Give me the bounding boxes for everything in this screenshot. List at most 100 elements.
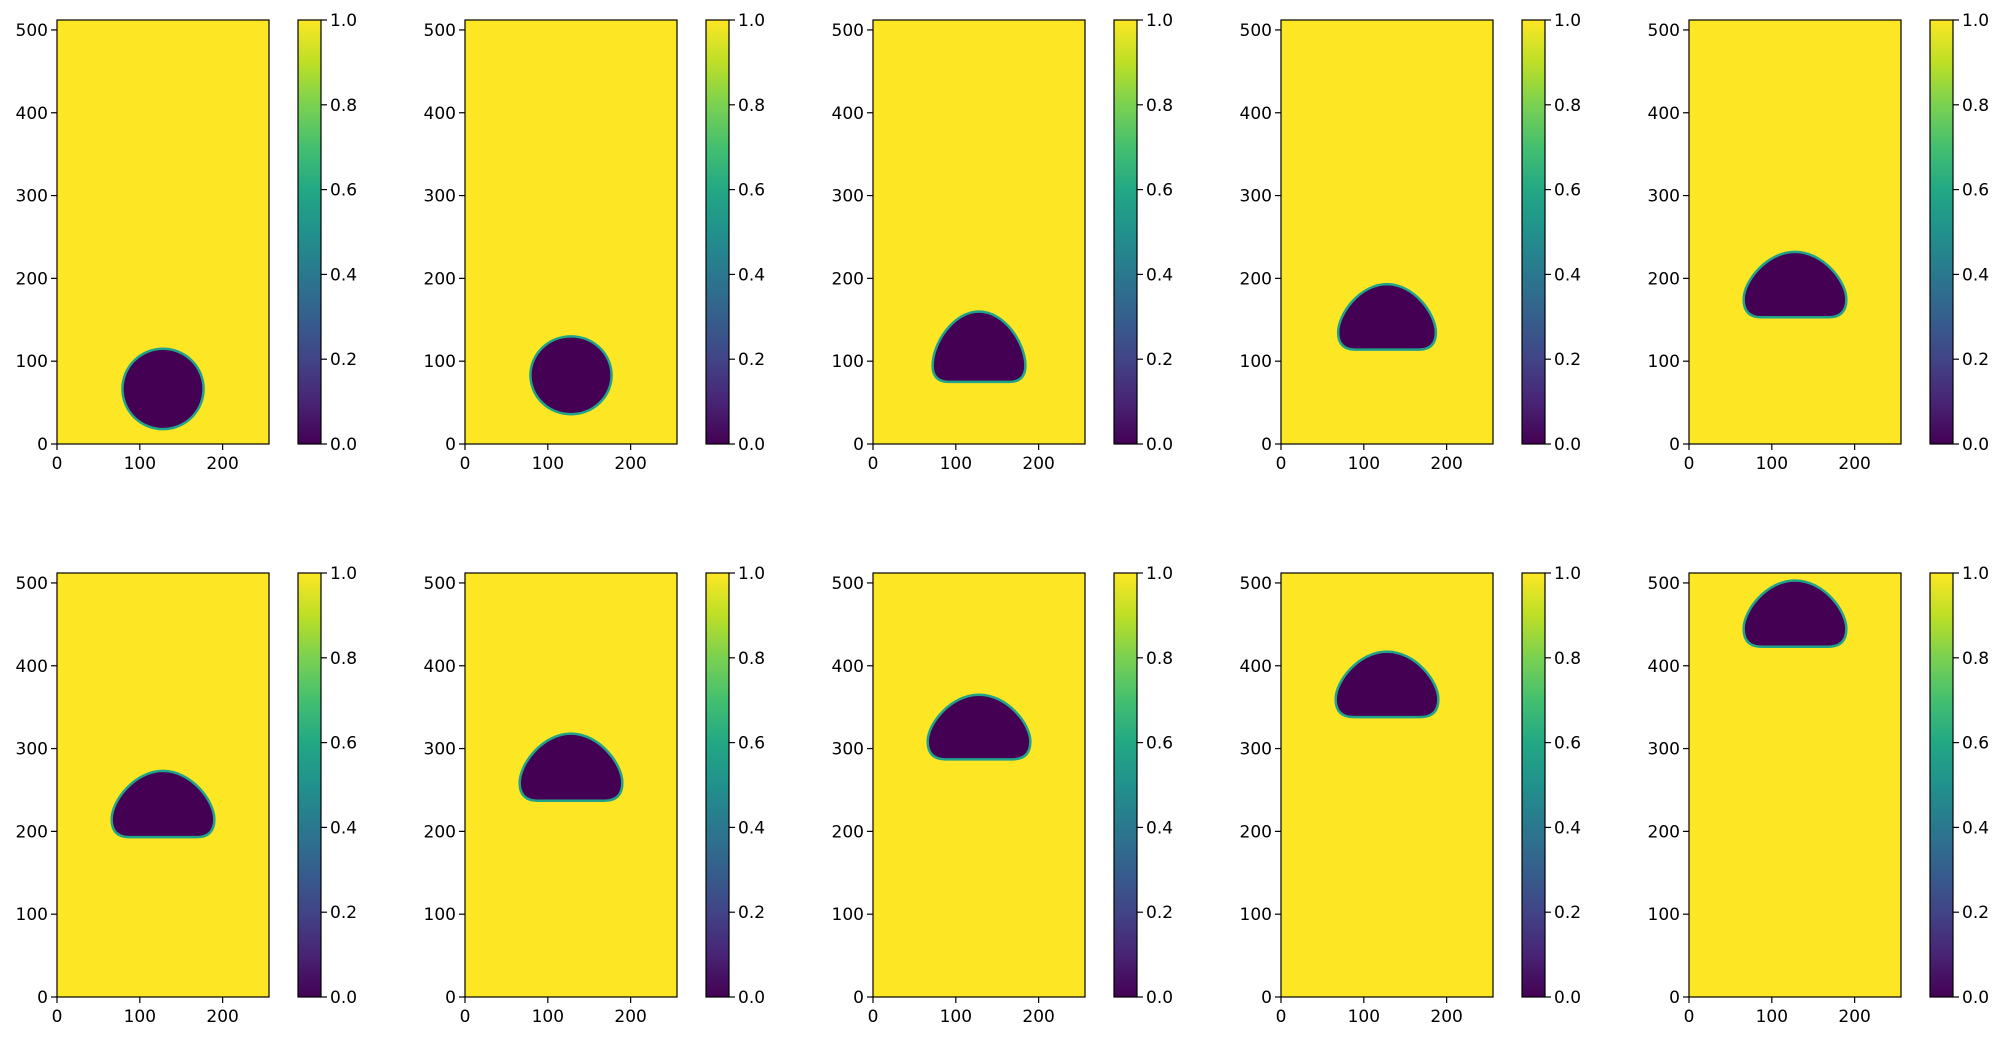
axes-frame [872, 19, 1086, 445]
colorbar-tick-label: 0.8 [738, 649, 765, 669]
colorbar-frame [1929, 572, 1954, 998]
colorbar-tick-label: 0.0 [1962, 988, 1989, 1008]
colorbar [1114, 573, 1137, 997]
y-tick-label: 200 [832, 269, 864, 289]
colorbar-tick-label: 0.4 [1962, 818, 1989, 838]
colorbar-tick-label: 1.0 [330, 11, 357, 31]
y-tick-label: 200 [424, 822, 456, 842]
x-tick-label: 100 [532, 454, 564, 474]
y-tick-label: 500 [16, 574, 48, 594]
colorbar-tick-label: 0.4 [1554, 818, 1581, 838]
axes-frame [1280, 572, 1494, 998]
y-tick-label: 200 [16, 269, 48, 289]
y-tick-label: 0 [853, 435, 864, 455]
x-tick-label: 0 [52, 454, 63, 474]
x-tick-label: 0 [868, 1007, 879, 1027]
colorbar-tick-label: 0.0 [330, 435, 357, 455]
y-tick-label: 0 [853, 988, 864, 1008]
colorbar-tick-label: 1.0 [1146, 11, 1173, 31]
y-tick-label: 0 [445, 435, 456, 455]
y-tick-label: 200 [424, 269, 456, 289]
subplot-9: 0 100 200 300 400 500 0 100 200 0.0 0.2 0.4 0.6 0.8 1.… [1240, 564, 1582, 1027]
subplot-3: 0 100 200 300 400 500 0 100 200 0.0 0.2 0.4 0.6 0.8 1.… [832, 11, 1174, 474]
axes-frame [464, 572, 678, 998]
x-tick-label: 100 [1756, 454, 1788, 474]
colorbar-tick-label: 0.2 [738, 903, 765, 923]
x-tick-label: 200 [206, 1007, 238, 1027]
colorbar-tick-label: 0.2 [1146, 903, 1173, 923]
bubble [1742, 250, 1848, 319]
y-tick-label: 0 [1261, 435, 1272, 455]
x-tick-label: 100 [1348, 1007, 1380, 1027]
y-tick-label: 500 [832, 574, 864, 594]
colorbar-tick-label: 0.8 [330, 96, 357, 116]
colorbar-frame [1521, 19, 1546, 445]
y-tick-label: 400 [1240, 104, 1272, 124]
y-tick-label: 400 [1648, 657, 1680, 677]
colorbar-tick-label: 0.6 [330, 734, 357, 754]
y-tick-label: 300 [1240, 187, 1272, 207]
axes-frame [1688, 19, 1902, 445]
y-tick-label: 400 [1648, 104, 1680, 124]
x-tick-label: 100 [940, 1007, 972, 1027]
y-tick-label: 100 [424, 352, 456, 372]
colorbar-tick-label: 0.8 [1146, 96, 1173, 116]
colorbar-tick-label: 0.8 [1962, 649, 1989, 669]
x-tick-label: 0 [52, 1007, 63, 1027]
axes-frame [1688, 572, 1902, 998]
y-tick-label: 500 [1648, 574, 1680, 594]
y-tick-label: 400 [832, 104, 864, 124]
y-tick-label: 300 [1648, 187, 1680, 207]
y-tick-label: 300 [1648, 740, 1680, 760]
colorbar-tick-label: 0.6 [1554, 181, 1581, 201]
x-tick-label: 100 [1348, 454, 1380, 474]
bubble [1334, 650, 1440, 719]
colorbar-tick-label: 0.8 [1554, 96, 1581, 116]
colorbar-tick-label: 1.0 [738, 564, 765, 584]
x-tick-label: 200 [1838, 1007, 1870, 1027]
y-tick-label: 0 [1669, 435, 1680, 455]
subplot-4: 0 100 200 300 400 500 0 100 200 0.0 0.2 0.4 0.6 0.8 1.… [1240, 11, 1582, 474]
colorbar-tick-label: 1.0 [1962, 564, 1989, 584]
y-tick-label: 400 [16, 104, 48, 124]
subplot-2: 0 100 200 300 400 500 0 100 200 0.0 0.2 0.4 0.6 0.8 1.… [424, 11, 766, 474]
colorbar-frame [297, 572, 322, 998]
colorbar-tick-label: 1.0 [1962, 11, 1989, 31]
y-tick-label: 100 [832, 905, 864, 925]
colorbar [1522, 573, 1545, 997]
x-tick-label: 100 [940, 454, 972, 474]
colorbar-tick-label: 0.2 [1554, 350, 1581, 370]
colorbar-tick-label: 0.6 [1554, 734, 1581, 754]
x-tick-label: 0 [460, 454, 471, 474]
colorbar-tick-label: 0.6 [1962, 734, 1989, 754]
y-tick-label: 0 [37, 988, 48, 1008]
y-tick-label: 200 [832, 822, 864, 842]
y-tick-label: 400 [424, 657, 456, 677]
y-tick-label: 400 [424, 104, 456, 124]
colorbar-tick-label: 0.6 [1146, 181, 1173, 201]
y-tick-label: 100 [1240, 352, 1272, 372]
bubble [518, 732, 624, 802]
y-tick-label: 300 [16, 740, 48, 760]
colorbar-tick-label: 0.0 [738, 435, 765, 455]
y-tick-label: 500 [1648, 21, 1680, 41]
subplot-10: 0 100 200 300 400 500 0 100 200 0.0 0.2 0.4 0.6 0.8 1.… [1648, 564, 1990, 1027]
y-tick-label: 200 [16, 822, 48, 842]
heatmap-background [873, 573, 1085, 997]
colorbar-tick-label: 0.2 [1146, 350, 1173, 370]
axes-frame [56, 19, 270, 445]
colorbar-frame [1521, 572, 1546, 998]
x-tick-label: 200 [1430, 1007, 1462, 1027]
x-tick-label: 200 [1022, 1007, 1054, 1027]
colorbar-frame [1113, 572, 1138, 998]
y-tick-label: 0 [1261, 988, 1272, 1008]
x-tick-label: 0 [460, 1007, 471, 1027]
x-tick-label: 100 [1756, 1007, 1788, 1027]
colorbar-tick-label: 0.4 [330, 818, 357, 838]
bubble [1336, 282, 1438, 351]
x-tick-label: 0 [1276, 1007, 1287, 1027]
y-tick-label: 500 [1240, 574, 1272, 594]
colorbar-tick-label: 1.0 [1554, 11, 1581, 31]
colorbar-tick-label: 0.8 [738, 96, 765, 116]
